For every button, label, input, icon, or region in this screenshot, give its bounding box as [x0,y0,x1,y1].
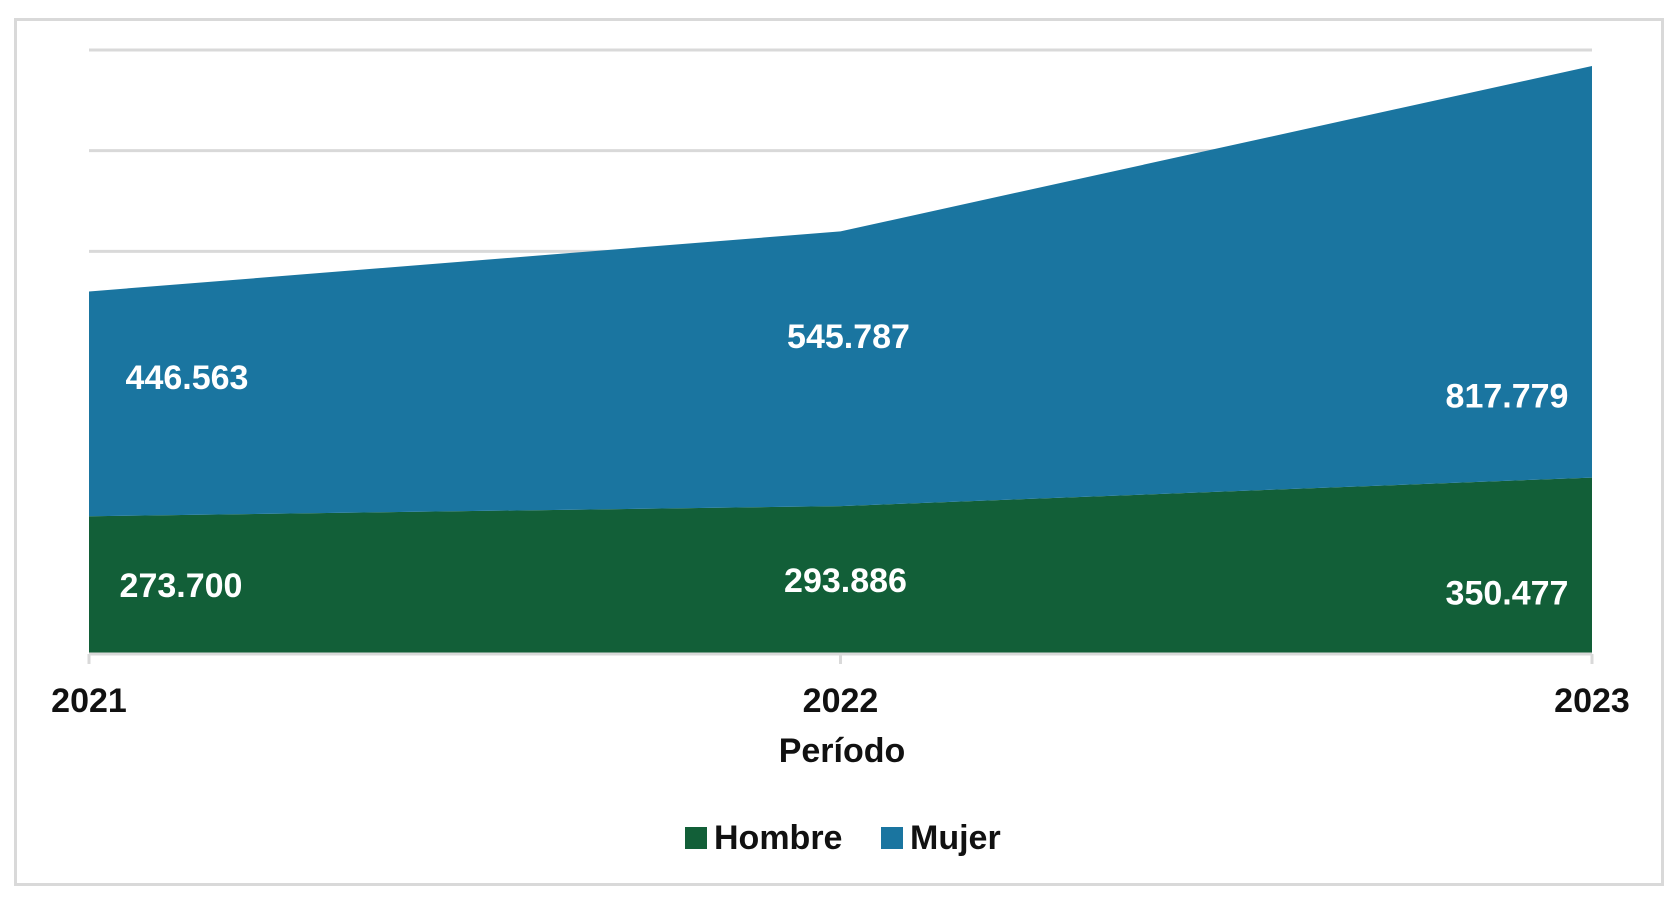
data-label-hombre-2022: 293.886 [784,562,907,600]
data-label-mujer-2023: 817.779 [1446,377,1569,415]
data-label-mujer-2022: 545.787 [787,318,910,356]
series-areas [89,65,1592,654]
legend-swatch-hombre [685,827,707,849]
legend-swatch-mujer [881,827,903,849]
x-tick-label-2023: 2023 [1554,682,1630,720]
legend-label-mujer: Mujer [910,819,1001,857]
data-label-hombre-2023: 350.477 [1446,574,1569,612]
x-tick-label-2021: 2021 [51,682,127,720]
x-axis: 2021 2022 2023 [51,652,1630,720]
data-labels: 273.700 293.886 350.477 446.563 545.787 817.7… [120,318,1569,613]
x-tick-label-2022: 2022 [803,682,879,720]
area-hombre [89,477,1592,654]
legend-label-hombre: Hombre [714,819,842,857]
x-axis-title: Período [779,732,906,770]
data-label-mujer-2021: 446.563 [126,359,249,397]
legend: Hombre Mujer [685,819,1001,857]
data-label-hombre-2021: 273.700 [120,567,243,605]
area-mujer [89,65,1592,517]
